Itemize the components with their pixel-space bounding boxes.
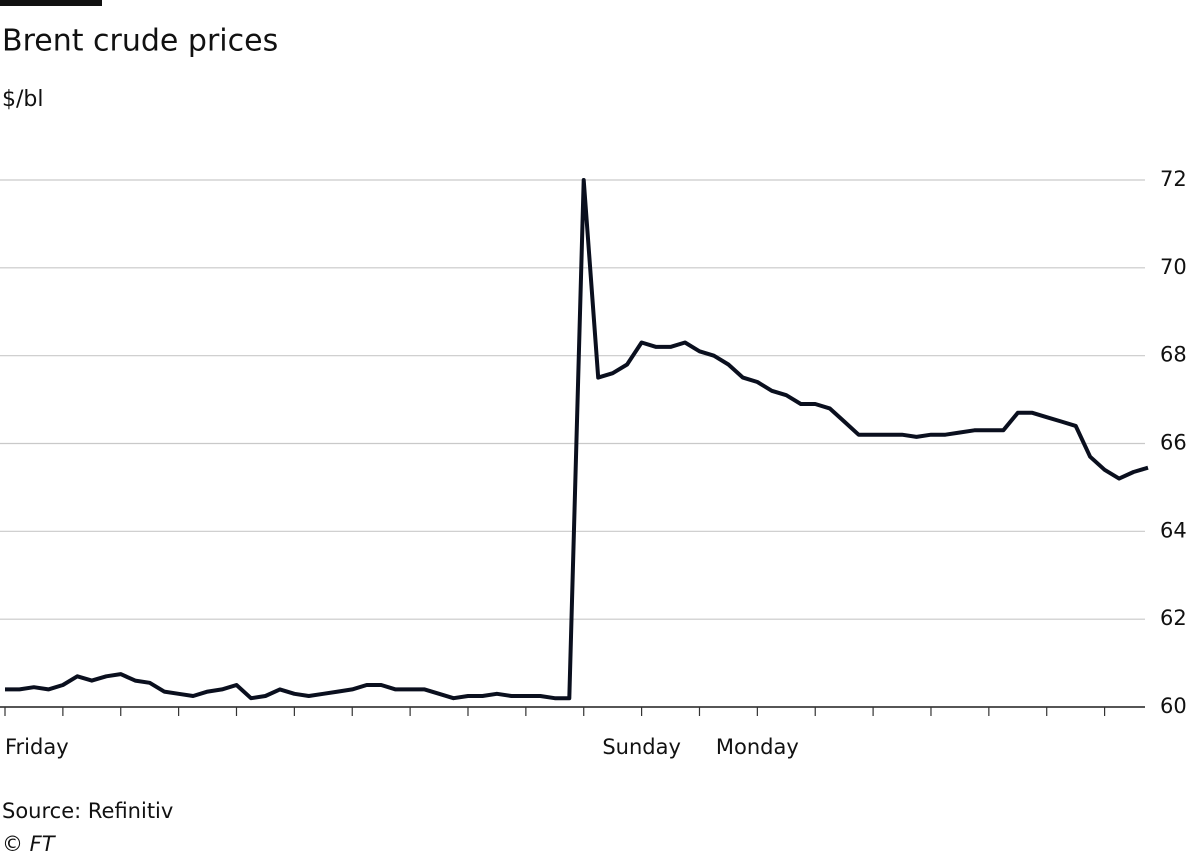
chart-subtitle: $/bl: [2, 87, 44, 112]
y-tick-label: 62: [1160, 606, 1187, 630]
y-tick-label: 66: [1160, 431, 1187, 455]
brand-bar: [0, 0, 102, 6]
y-tick-label: 72: [1160, 167, 1187, 191]
x-tick-label: Sunday: [602, 735, 681, 759]
y-tick-label: 64: [1160, 518, 1187, 542]
price-line: [5, 178, 1149, 701]
y-tick-label: 68: [1160, 343, 1187, 367]
y-tick-label: 70: [1160, 255, 1187, 279]
credit: © FT: [2, 832, 57, 856]
x-tick-label: Monday: [716, 735, 799, 759]
source: Source: Refinitiv: [2, 799, 173, 823]
y-tick-label: 60: [1160, 694, 1187, 718]
chart-title: Brent crude prices: [2, 24, 278, 59]
x-tick-label: Friday: [5, 735, 69, 759]
